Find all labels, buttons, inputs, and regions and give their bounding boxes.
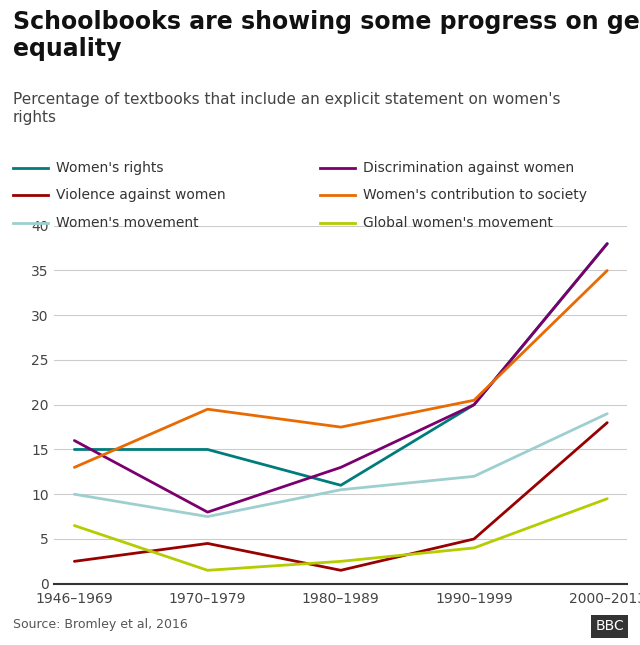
Text: Discrimination against women: Discrimination against women xyxy=(363,161,574,175)
Text: BBC: BBC xyxy=(595,619,624,633)
Text: Source: Bromley et al, 2016: Source: Bromley et al, 2016 xyxy=(13,618,188,631)
Text: Global women's movement: Global women's movement xyxy=(363,216,553,230)
Text: Women's contribution to society: Women's contribution to society xyxy=(363,188,587,203)
Text: Women's rights: Women's rights xyxy=(56,161,163,175)
Text: Percentage of textbooks that include an explicit statement on women's
rights: Percentage of textbooks that include an … xyxy=(13,92,560,125)
Text: Schoolbooks are showing some progress on gender
equality: Schoolbooks are showing some progress on… xyxy=(13,10,640,61)
Text: Women's movement: Women's movement xyxy=(56,216,198,230)
Text: Violence against women: Violence against women xyxy=(56,188,225,203)
